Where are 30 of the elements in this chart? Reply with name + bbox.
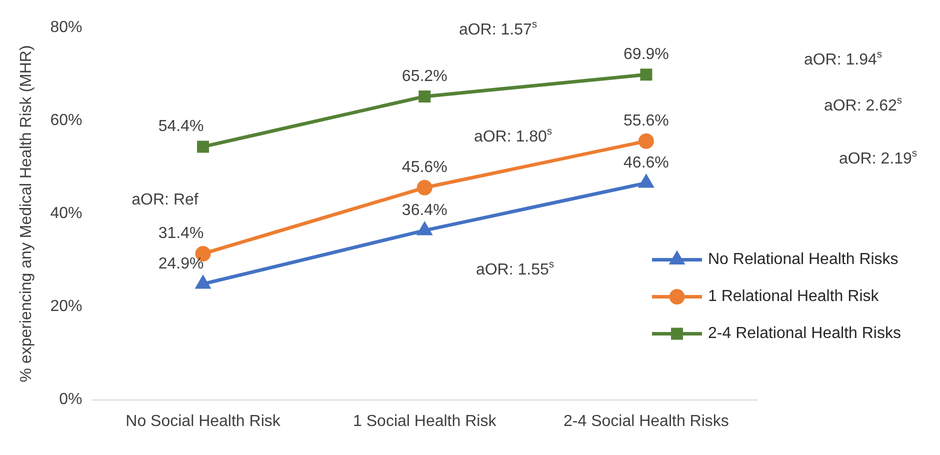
y-tick-label: 20% bbox=[50, 298, 82, 316]
data-label: 65.2% bbox=[402, 68, 448, 85]
point bbox=[418, 222, 432, 236]
data-label: 31.4% bbox=[158, 225, 204, 242]
y-tick-label: 60% bbox=[50, 112, 82, 130]
y-tick-label: 80% bbox=[50, 19, 82, 36]
data-label: 69.9% bbox=[624, 46, 669, 63]
y-tick-label: 0% bbox=[59, 391, 82, 408]
point bbox=[640, 68, 652, 81]
point bbox=[638, 133, 654, 149]
point bbox=[416, 180, 432, 196]
legend-label: 2-4 Relational Health Risks bbox=[708, 325, 901, 342]
x-tick-label: 1 Social Health Risk bbox=[353, 412, 498, 430]
legend-label: No Relational Health Risks bbox=[708, 251, 898, 268]
point bbox=[196, 276, 210, 289]
data-label: 24.9% bbox=[158, 255, 204, 272]
legend-label: 1 Relational Health Risk bbox=[708, 288, 880, 306]
data-label: 46.6% bbox=[624, 154, 669, 172]
data-label: 55.6% bbox=[624, 112, 669, 130]
point bbox=[197, 140, 210, 153]
data-label: 45.6% bbox=[402, 159, 448, 176]
y-axis-title: % experiencing any Medical Health Risk (MHR) bbox=[18, 45, 36, 382]
annotation: aOR: Ref bbox=[132, 191, 199, 208]
point bbox=[418, 90, 431, 102]
point bbox=[639, 175, 654, 188]
y-tick-label: 40% bbox=[50, 205, 82, 222]
x-tick-label: No Social Health Risk bbox=[126, 412, 282, 430]
data-label: 54.4% bbox=[158, 118, 204, 136]
data-label: 36.4% bbox=[402, 202, 448, 219]
x-tick-label: 2-4 Social Health Risks bbox=[564, 412, 729, 430]
